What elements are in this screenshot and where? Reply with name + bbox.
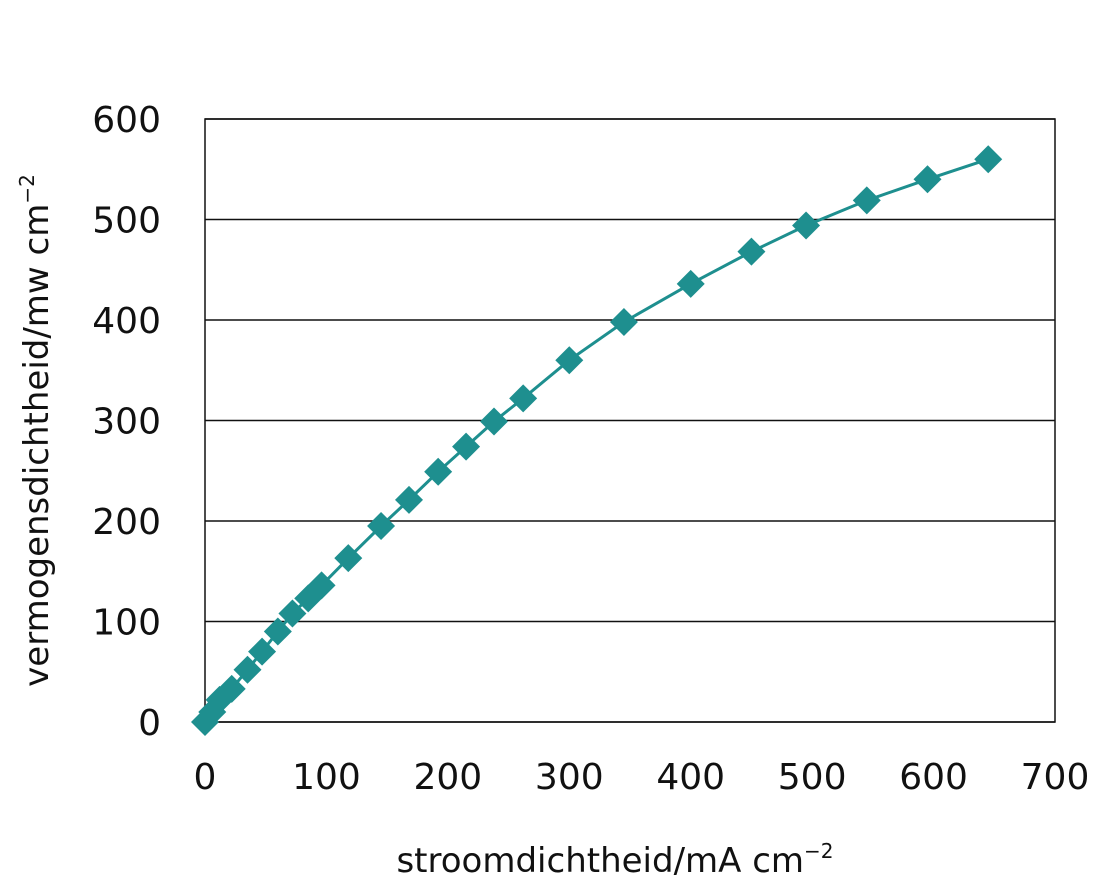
data-point-marker (367, 512, 396, 541)
y-tick-label: 100 (92, 603, 161, 644)
y-tick-label: 600 (92, 100, 161, 141)
y-tick-label: 400 (92, 301, 161, 342)
x-tick-label: 300 (535, 757, 604, 798)
x-tick-labels: 0 100 200 300 400 500 600 700 (194, 757, 1090, 798)
data-point-marker (217, 674, 246, 703)
data-point-marker (609, 308, 638, 337)
y-tick-label: 0 (138, 703, 161, 744)
x-tick-label: 400 (656, 757, 725, 798)
data-point-marker (233, 655, 262, 684)
x-tick-label: 200 (413, 757, 482, 798)
data-point-marker (334, 544, 363, 573)
y-tick-label: 500 (92, 201, 161, 242)
y-tick-labels: 0 100 200 300 400 500 600 (92, 100, 161, 744)
data-point-marker (555, 346, 584, 375)
y-tick-label: 300 (92, 402, 161, 443)
data-point-marker (278, 599, 307, 628)
series-line (203, 157, 989, 723)
data-point-marker (248, 637, 277, 666)
x-tick-label: 600 (899, 757, 968, 798)
data-point-marker (395, 485, 423, 514)
data-point-marker (480, 407, 508, 436)
series-markers (191, 145, 1003, 736)
data-point-marker (509, 384, 538, 413)
data-point-marker (424, 457, 453, 486)
x-tick-label: 700 (1021, 757, 1090, 798)
x-tick-label: 100 (292, 757, 361, 798)
gridlines (205, 118, 1055, 723)
data-point-marker (452, 432, 481, 461)
data-point-marker (307, 571, 336, 600)
x-tick-label: 0 (194, 757, 217, 798)
x-axis-label: stroomdichtheid/mA cm−2 (396, 839, 833, 881)
x-tick-label: 500 (778, 757, 847, 798)
y-axis-label: vermogensdichtheid/mw cm−2 (15, 174, 57, 687)
data-point-marker (263, 617, 292, 646)
plot-frame (204, 118, 1056, 723)
data-point-marker (974, 145, 1003, 174)
y-tick-label: 200 (92, 502, 161, 543)
data-point-marker (676, 269, 705, 298)
data-point-marker (792, 211, 821, 240)
data-point-marker (913, 165, 942, 194)
data-point-marker (737, 237, 766, 266)
data-point-marker (852, 186, 881, 215)
